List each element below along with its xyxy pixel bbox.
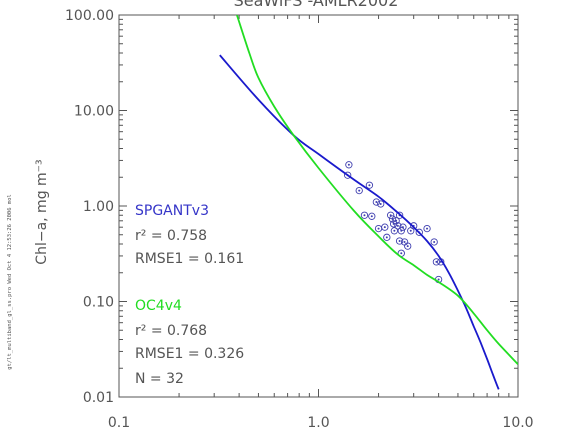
x-tick-label: 0.1 [108,415,130,431]
data-point-ring [399,223,407,231]
annotation-text: r² = 0.768 [135,323,207,339]
x-tick-label: 1.0 [307,415,329,431]
data-point [430,238,438,246]
annotation-text: SPGANTv3 [135,203,209,219]
data-point-ring [395,237,404,245]
spgantv3-line [219,54,500,390]
annotation-text: RMSE1 = 0.161 [135,251,244,267]
data-point-dot [385,236,388,239]
chart-title: SeaWiFS -AMLR2002 [234,0,399,10]
data-point-dot [368,184,371,187]
data-point-dot [363,214,366,217]
data-point-ring [387,211,395,219]
data-point-ring [415,228,423,236]
y-tick-label: 0.01 [83,390,114,406]
data-point-ring [394,222,402,230]
data-point [383,233,391,241]
data-point-ring [372,198,381,206]
data-point-ring [432,258,441,266]
y-tick-label: 1.00 [83,199,114,215]
annotation-text: r² = 0.758 [135,228,207,244]
plot-axes: 0.1 1.0 10.0 0.01 0.10 1.00 10.00 100.00 [65,8,534,431]
data-point-dot [358,189,361,192]
data-point-dot [403,240,406,243]
y-tick-label: 100.00 [65,8,114,24]
data-point-dot [347,163,350,166]
data-point-dot [393,229,396,232]
annotation-text: OC4v4 [135,298,182,314]
data-point-dot [437,278,440,281]
data-point-dot [398,240,401,243]
data-point-ring [368,212,376,220]
data-point [387,211,395,219]
data-point [423,224,431,233]
data-point-ring [404,242,412,250]
data-point [377,200,385,208]
data-point [355,186,363,195]
data-point [432,258,441,266]
data-point [368,212,376,220]
data-point-ring [383,233,391,241]
data-point-ring [430,238,438,246]
data-point-ring [423,224,431,233]
data-point [360,211,369,219]
data-point [345,161,353,169]
data-point-ring [397,227,405,235]
data-point [390,227,399,235]
data-point-dot [400,252,403,255]
data-point-ring [392,217,400,225]
side-note: gt/lt_multiband_gl_ss.pro Wed Oct 4 12:5… [7,194,13,370]
data-point-dot [379,202,382,205]
data-point-dot [401,226,404,229]
data-point-ring [390,227,399,235]
data-point-dot [395,219,398,222]
data-point-ring [344,171,352,179]
data-point-ring [355,186,363,195]
y-tick-label: 0.10 [83,295,114,311]
x-tick-label: 10.0 [502,415,533,431]
data-point [399,223,407,231]
data-point-dot [406,245,409,248]
data-point-dot [396,224,399,227]
annotation-text: RMSE1 = 0.326 [135,346,244,362]
data-point [394,222,402,230]
plot-marks [219,15,518,390]
data-point [372,198,381,206]
y-tick-label: 10.00 [74,104,114,120]
data-point [397,227,405,235]
data-point-dot [383,226,386,229]
data-point-dot [409,229,412,232]
data-point-ring [377,200,385,208]
y-axis-label: Chl−a, mg m⁻³ [34,159,50,264]
data-point-dot [426,227,429,230]
data-point-ring [381,223,389,231]
data-point-dot [433,240,436,243]
data-point-dot [377,227,380,230]
data-point-dot [375,201,378,204]
plot-annotations: SPGANTv3 r² = 0.758 RMSE1 = 0.161 OC4v4 r² =… [135,203,244,387]
data-point-ring [388,215,397,223]
annotation-text: N = 32 [135,371,184,387]
data-point-ring [395,211,404,219]
data-point-dot [370,215,373,218]
data-point [374,224,383,233]
data-point-dot [435,260,438,263]
data-point [404,242,412,250]
oc4v4-line [236,15,518,365]
data-point [365,181,374,189]
data-point-ring [345,161,353,169]
data-point [381,223,389,231]
data-point [392,217,400,225]
data-point-ring [365,181,374,189]
data-point-ring [360,211,369,219]
data-point-ring [410,222,418,230]
data-point [395,237,404,245]
